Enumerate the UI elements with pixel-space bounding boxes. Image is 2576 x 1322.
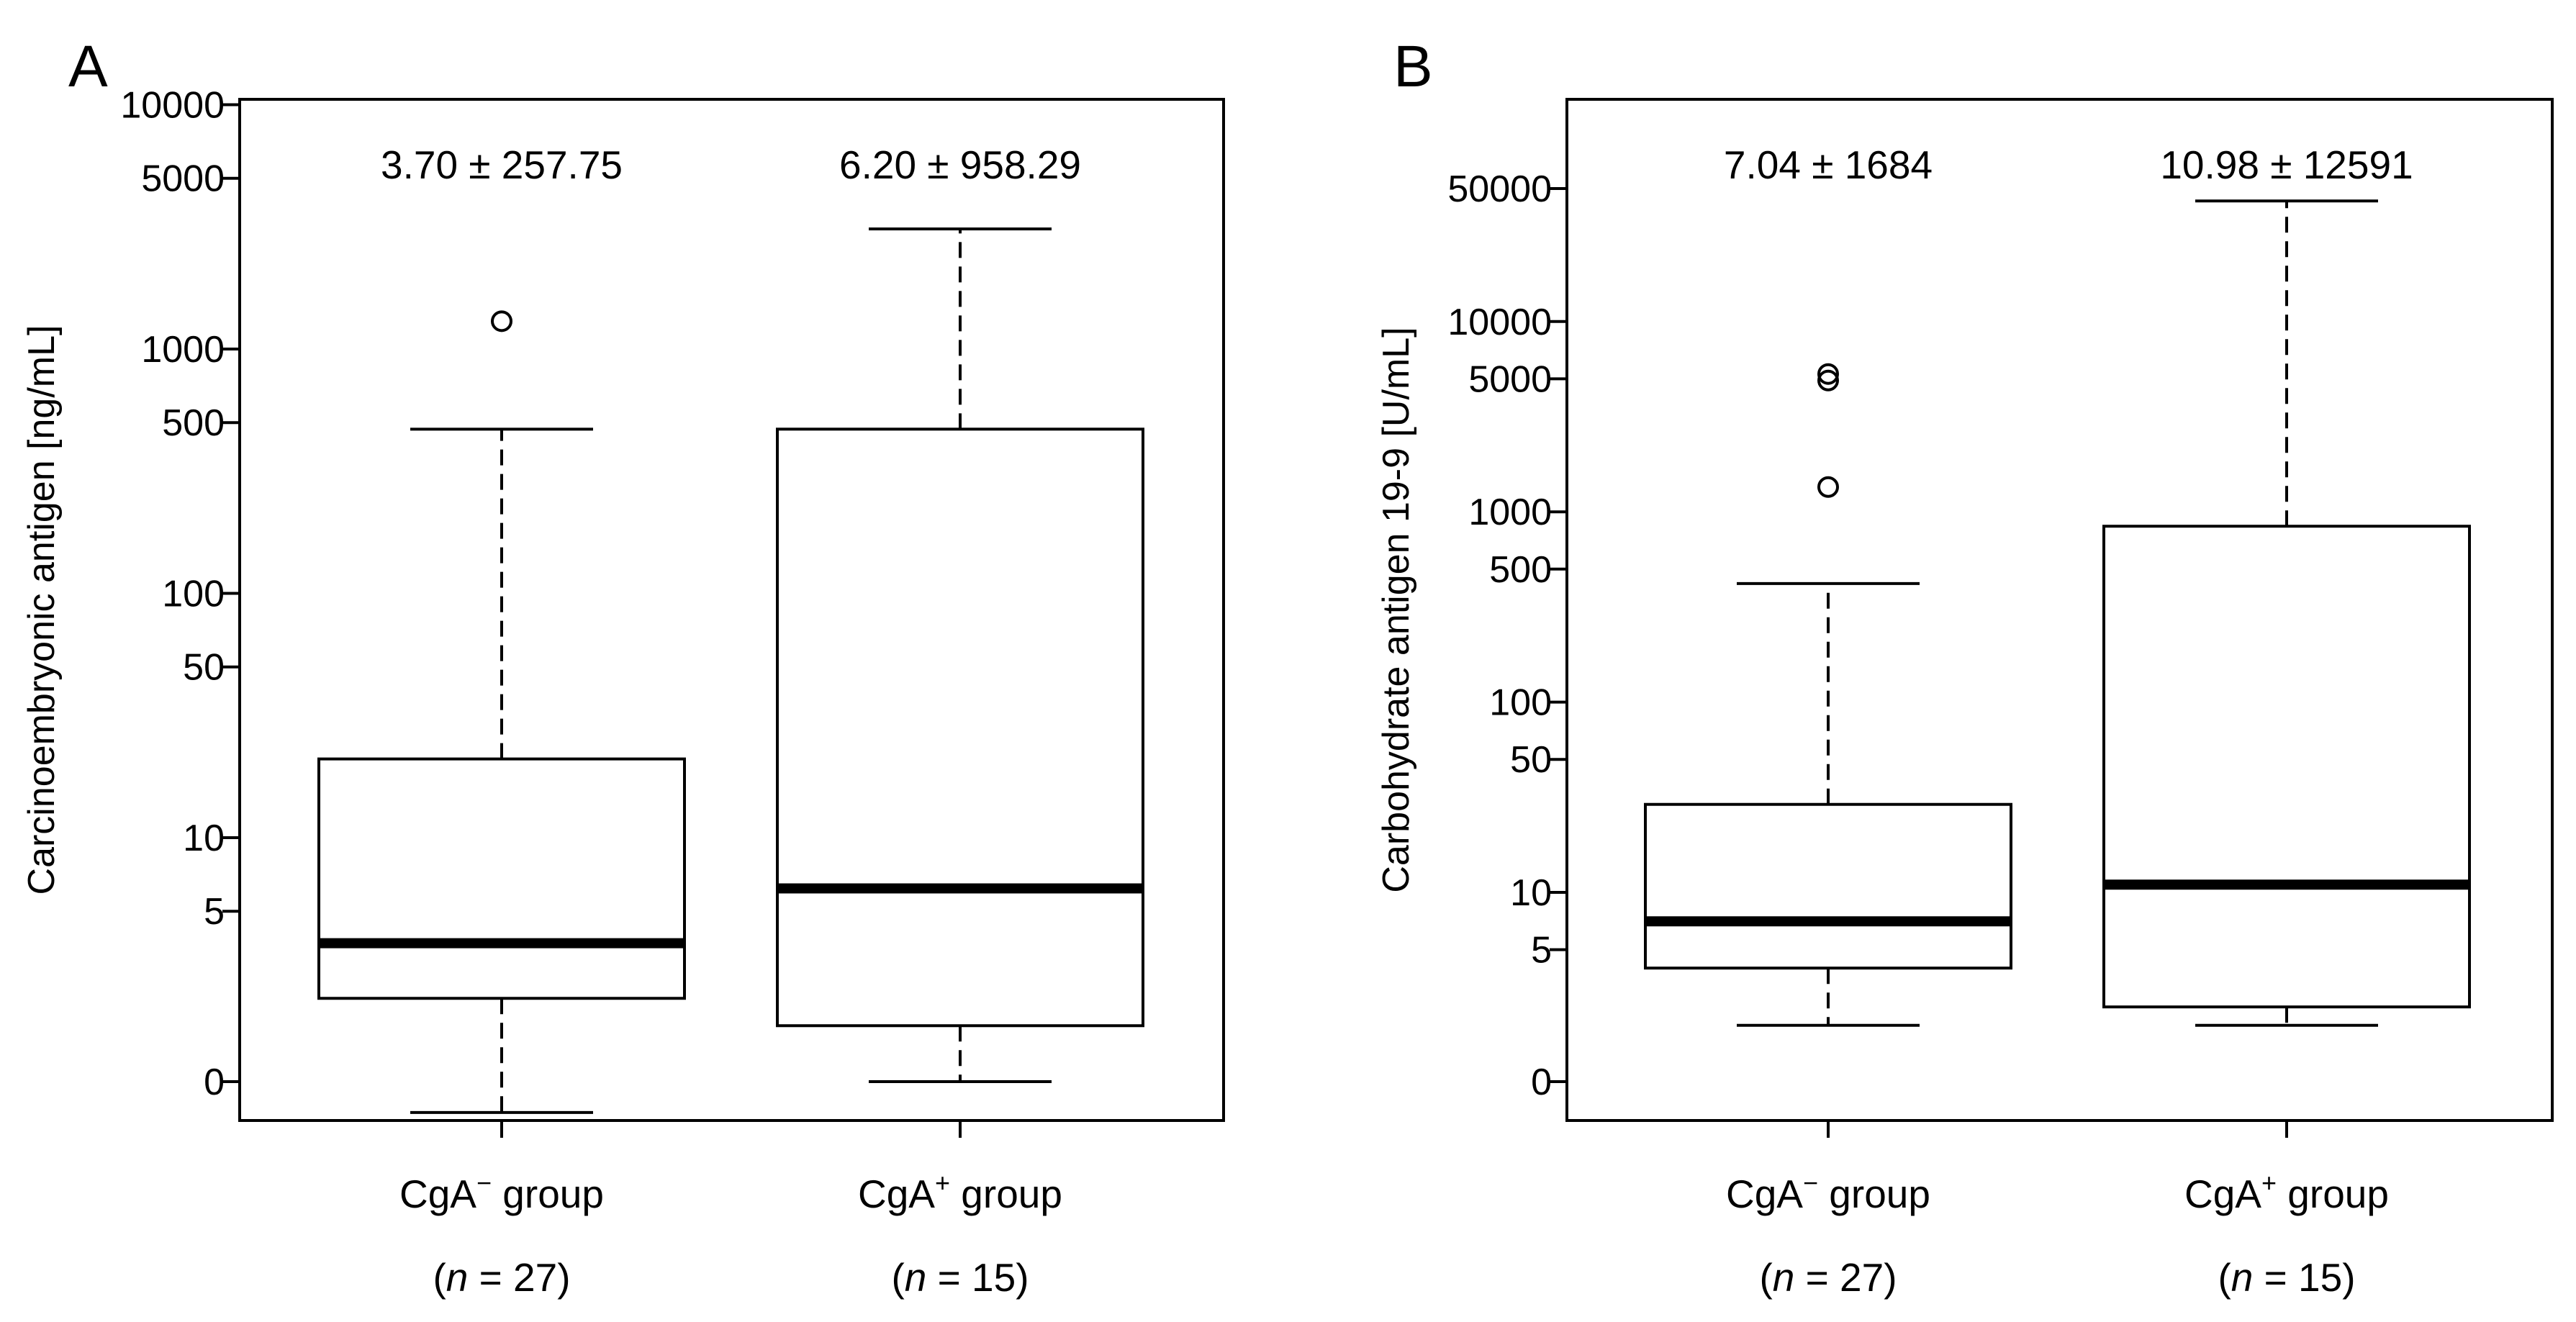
x-n-label: (n = 27)	[1759, 1255, 1897, 1300]
box-group: 10.98 ± 12591 CgA+ group (n = 15)	[2102, 142, 2471, 1300]
x-n-label: (n = 15)	[2218, 1255, 2355, 1300]
y-tick-label: 0	[1531, 1061, 1552, 1103]
y-tick-label: 5	[204, 891, 225, 933]
y-tick-label: 100	[1489, 682, 1552, 724]
x-label-superscript: −	[476, 1168, 492, 1198]
x-category-label: CgA− group	[399, 1168, 604, 1216]
outlier-point	[491, 310, 512, 332]
n-label-italic: n	[446, 1255, 469, 1300]
box	[776, 427, 1144, 1028]
box-group: 6.20 ± 958.29 CgA+ group (n = 15)	[776, 142, 1144, 1300]
y-tick-label: 50	[1510, 739, 1552, 781]
y-tick-label: 0	[204, 1061, 225, 1103]
y-tick-label: 500	[1489, 549, 1552, 591]
x-label-main: CgA	[858, 1172, 935, 1216]
panel-label: A	[68, 34, 108, 99]
n-label-italic: n	[2231, 1255, 2254, 1300]
n-label-rest: = 27)	[1794, 1255, 1897, 1300]
n-label-rest: = 27)	[468, 1255, 570, 1300]
y-tick-label: 5	[1531, 930, 1552, 972]
x-label-superscript: −	[1803, 1168, 1818, 1198]
box	[317, 757, 686, 1000]
x-category-label: CgA+ group	[2184, 1168, 2389, 1216]
x-label-rest: group	[1818, 1172, 1930, 1216]
x-label-rest: group	[492, 1172, 604, 1216]
n-label-rest: = 15)	[926, 1255, 1029, 1300]
x-label-main: CgA	[2184, 1172, 2261, 1216]
x-n-label: (n = 15)	[891, 1255, 1029, 1300]
y-tick-label: 5000	[141, 158, 225, 200]
y-tick-label: 100	[162, 574, 225, 615]
panel-label: B	[1393, 34, 1433, 99]
y-tick-label: 1000	[1468, 492, 1552, 533]
panel-a: A 0 5 10 50 100 500 1000 5000 10000 Carcinoembryon…	[21, 34, 1225, 1300]
x-category-label: CgA+ group	[858, 1168, 1062, 1216]
x-label-superscript: +	[935, 1168, 950, 1198]
y-tick-label: 10	[1510, 872, 1552, 914]
outlier-point	[1817, 369, 1839, 391]
summary-label: 10.98 ± 12591	[2160, 142, 2413, 187]
y-tick-label: 50000	[1447, 168, 1552, 210]
x-label-superscript: +	[2261, 1168, 2277, 1198]
n-label-italic: n	[1773, 1255, 1795, 1300]
n-label-rest: = 15)	[2253, 1255, 2355, 1300]
y-tick-label: 5000	[1468, 358, 1552, 400]
y-tick-label: 10	[183, 818, 225, 859]
x-label-main: CgA	[1726, 1172, 1803, 1216]
n-label-open: (	[891, 1255, 904, 1300]
y-tick-label: 1000	[141, 329, 225, 371]
x-label-rest: group	[950, 1172, 1062, 1216]
y-axis-label: Carcinoembryonic antigen [ng/mL]	[21, 325, 63, 895]
box	[1644, 802, 2012, 970]
summary-label: 6.20 ± 958.29	[839, 142, 1081, 187]
x-category-label: CgA− group	[1726, 1168, 1930, 1216]
y-tick-label: 10000	[1447, 302, 1552, 343]
n-label-open: (	[2218, 1255, 2231, 1300]
box	[2102, 525, 2471, 1009]
x-n-label: (n = 27)	[433, 1255, 570, 1300]
box-group: 3.70 ± 257.75 CgA− group (n = 27)	[317, 142, 686, 1300]
y-axis-label: Carbohydrate antigen 19-9 [U/mL]	[1375, 327, 1417, 892]
y-tick-label: 500	[162, 402, 225, 444]
x-label-rest: group	[2277, 1172, 2389, 1216]
outlier-point	[1817, 363, 1839, 385]
n-label-open: (	[1759, 1255, 1772, 1300]
summary-label: 3.70 ± 257.75	[381, 142, 623, 187]
x-label-main: CgA	[399, 1172, 476, 1216]
outlier-point	[1817, 476, 1839, 498]
y-tick-label: 10000	[120, 85, 225, 127]
n-label-open: (	[433, 1255, 446, 1300]
summary-label: 7.04 ± 1684	[1724, 142, 1933, 187]
panel-b: B 0 5 10 50 100 500 1000 5000 10000 50000 Carbohydr…	[1375, 34, 2554, 1300]
n-label-italic: n	[905, 1255, 927, 1300]
box-group: 7.04 ± 1684 CgA− group (n = 27)	[1644, 142, 2012, 1300]
y-tick-label: 50	[183, 647, 225, 689]
